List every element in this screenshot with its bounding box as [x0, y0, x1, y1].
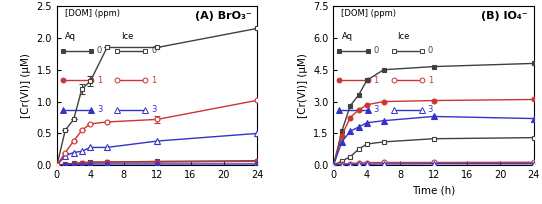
Text: 0: 0 — [373, 46, 379, 55]
Text: [DOM] (ppm): [DOM] (ppm) — [341, 9, 397, 18]
Text: [DOM] (ppm): [DOM] (ppm) — [65, 9, 120, 18]
X-axis label: Time (h): Time (h) — [412, 186, 455, 196]
Text: 0: 0 — [151, 46, 156, 55]
Text: Ice: Ice — [121, 32, 133, 41]
Text: Aq: Aq — [65, 32, 76, 41]
Y-axis label: [Cr(VI)] (μM): [Cr(VI)] (μM) — [21, 53, 31, 118]
Text: 3: 3 — [151, 105, 157, 114]
Text: 3: 3 — [428, 105, 433, 114]
Text: 0: 0 — [97, 46, 102, 55]
Text: (A) BrO₃⁻: (A) BrO₃⁻ — [195, 11, 251, 21]
Text: 3: 3 — [373, 105, 379, 114]
Text: 3: 3 — [97, 105, 102, 114]
Text: 1: 1 — [151, 76, 156, 85]
Text: 1: 1 — [373, 76, 379, 85]
Text: 1: 1 — [97, 76, 102, 85]
Y-axis label: [Cr(VI)] (μM): [Cr(VI)] (μM) — [298, 53, 307, 118]
Text: Aq: Aq — [341, 32, 352, 41]
Text: Ice: Ice — [398, 32, 410, 41]
Text: 1: 1 — [428, 76, 433, 85]
Text: 0: 0 — [428, 46, 433, 55]
Text: (B) IO₄⁻: (B) IO₄⁻ — [481, 11, 528, 21]
